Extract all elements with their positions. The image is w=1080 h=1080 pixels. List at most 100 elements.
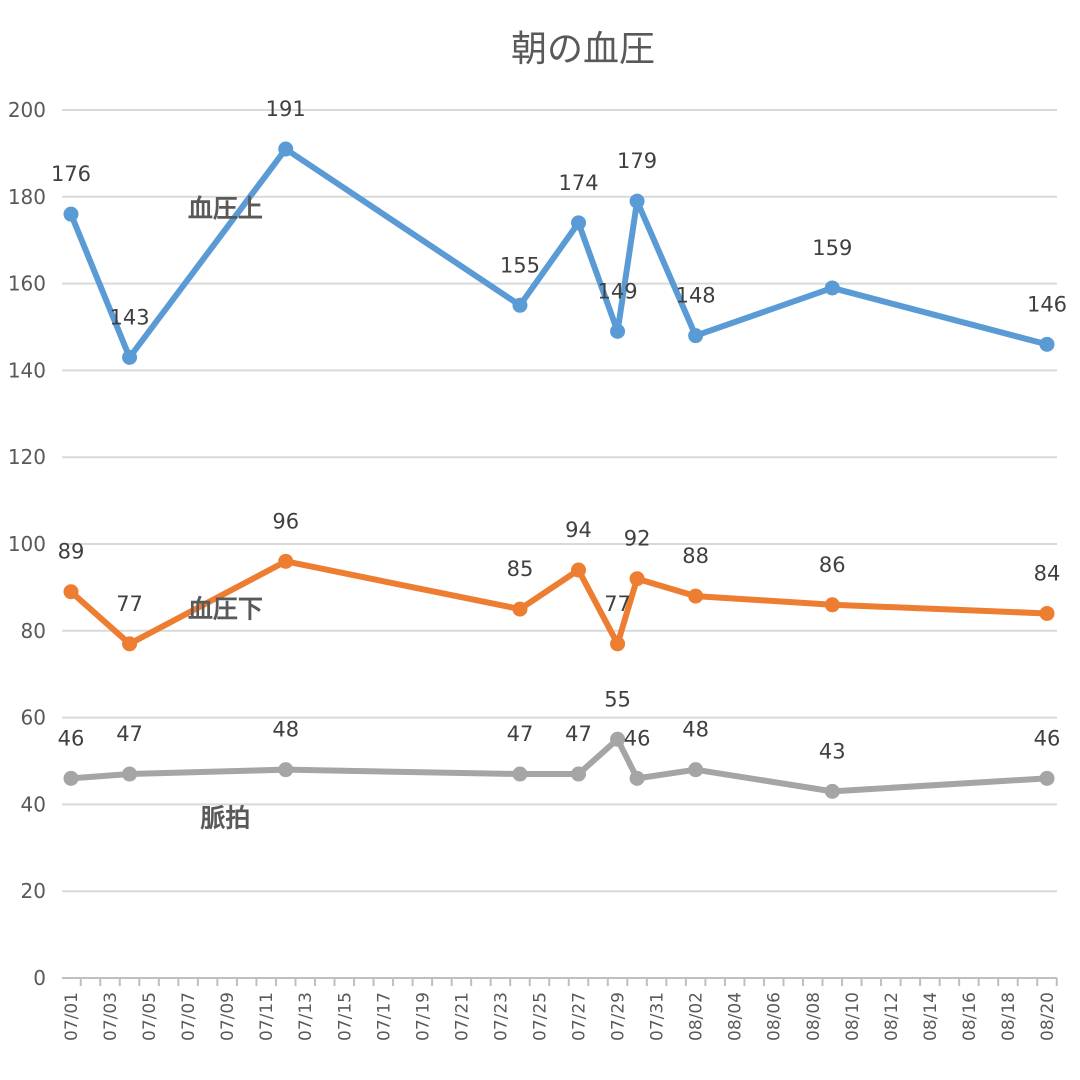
data-point: [512, 601, 528, 617]
data-label: 159: [812, 236, 852, 260]
y-tick-label: 100: [8, 532, 46, 556]
series-name-label: 脈拍: [200, 804, 250, 833]
data-point: [824, 597, 840, 613]
chart-title: 朝の血圧: [511, 29, 655, 70]
data-label: 191: [266, 97, 306, 121]
x-tick-label: 08/04: [726, 992, 746, 1041]
x-axis: [62, 977, 1058, 986]
series-name-label: 血圧上: [188, 194, 263, 223]
y-tick-label: 160: [8, 272, 46, 296]
data-label: 148: [676, 284, 716, 308]
data-label: 146: [1027, 292, 1067, 316]
data-point: [629, 770, 645, 786]
data-point: [629, 571, 645, 587]
data-label: 48: [682, 718, 709, 742]
x-tick-label: 08/16: [960, 992, 980, 1041]
data-label: 92: [624, 527, 651, 551]
y-tick-label: 0: [33, 966, 46, 990]
x-tick-label: 07/21: [452, 992, 472, 1041]
data-point: [63, 770, 79, 786]
data-label: 47: [507, 722, 534, 746]
x-tick-label: 07/11: [257, 992, 277, 1041]
data-label: 46: [58, 726, 85, 750]
data-point: [63, 584, 79, 600]
x-tick-label: 08/14: [921, 992, 941, 1041]
y-tick-label: 80: [21, 619, 46, 643]
x-tick-label: 08/08: [804, 992, 824, 1041]
data-label: 88: [682, 544, 709, 568]
data-point: [278, 762, 294, 778]
x-tick-label: 07/05: [140, 992, 160, 1041]
series-lines: [63, 141, 1055, 799]
data-point: [278, 141, 294, 157]
x-tick-label: 07/19: [413, 992, 433, 1041]
x-tick-label: 07/01: [62, 992, 82, 1041]
series-line: [68, 558, 1050, 647]
data-label: 43: [819, 739, 846, 763]
x-tick-label: 07/29: [609, 992, 629, 1041]
data-label: 89: [58, 540, 85, 564]
data-point: [1039, 770, 1055, 786]
x-tick-label: 08/18: [999, 992, 1019, 1041]
data-label: 86: [819, 553, 846, 577]
y-tick-label: 140: [8, 358, 46, 382]
data-point: [571, 215, 587, 231]
data-label: 77: [604, 592, 631, 616]
series-name-label: 血圧下: [188, 594, 263, 623]
data-label: 46: [1034, 726, 1061, 750]
data-label: 155: [500, 253, 540, 277]
data-point: [122, 766, 138, 782]
data-point: [629, 193, 645, 209]
y-tick-label: 180: [8, 185, 46, 209]
x-tick-label: 07/13: [296, 992, 316, 1041]
data-label: 143: [110, 305, 150, 329]
data-point: [824, 783, 840, 799]
series-line: [68, 146, 1050, 361]
data-label: 149: [598, 279, 638, 303]
y-axis-tick-labels: 0 20 40 60 80 100 120 140 160 180 200: [8, 98, 46, 990]
data-label: 176: [51, 162, 91, 186]
series-line: [68, 736, 1050, 795]
x-tick-label: 07/27: [570, 992, 590, 1041]
x-tick-label: 07/17: [374, 992, 394, 1041]
x-tick-label: 07/07: [179, 992, 199, 1041]
data-point: [610, 323, 626, 339]
data-label: 47: [565, 722, 592, 746]
data-label: 55: [604, 687, 631, 711]
data-label: 47: [116, 722, 143, 746]
data-point: [824, 280, 840, 296]
data-label: 46: [624, 726, 651, 750]
x-tick-label: 08/06: [765, 992, 785, 1041]
x-tick-label: 07/25: [530, 992, 550, 1041]
y-tick-label: 60: [21, 706, 46, 730]
data-label: 48: [272, 718, 299, 742]
data-point: [122, 636, 138, 652]
data-labels: 176 143 191 155 174 149 179 148 159 146 89 77 96 85 94…: [51, 97, 1067, 763]
x-tick-label: 07/03: [101, 992, 121, 1041]
data-point: [688, 328, 704, 344]
data-point: [610, 636, 626, 652]
data-label: 84: [1034, 561, 1061, 585]
data-point: [1039, 336, 1055, 352]
gridlines: [62, 109, 1057, 893]
data-point: [571, 766, 587, 782]
data-label: 174: [558, 171, 598, 195]
data-point: [571, 562, 587, 578]
y-tick-label: 200: [8, 98, 46, 122]
data-point: [512, 766, 528, 782]
x-tick-label: 08/20: [1038, 992, 1058, 1041]
data-point: [122, 349, 138, 365]
data-point: [688, 588, 704, 604]
y-tick-label: 120: [8, 445, 46, 469]
data-point: [278, 553, 294, 569]
data-label: 179: [617, 149, 657, 173]
data-point: [512, 297, 528, 313]
data-point: [688, 762, 704, 778]
x-tick-label: 08/12: [882, 992, 902, 1041]
x-tick-label: 08/02: [687, 992, 707, 1041]
data-label: 85: [507, 557, 534, 581]
y-tick-label: 40: [21, 792, 46, 816]
